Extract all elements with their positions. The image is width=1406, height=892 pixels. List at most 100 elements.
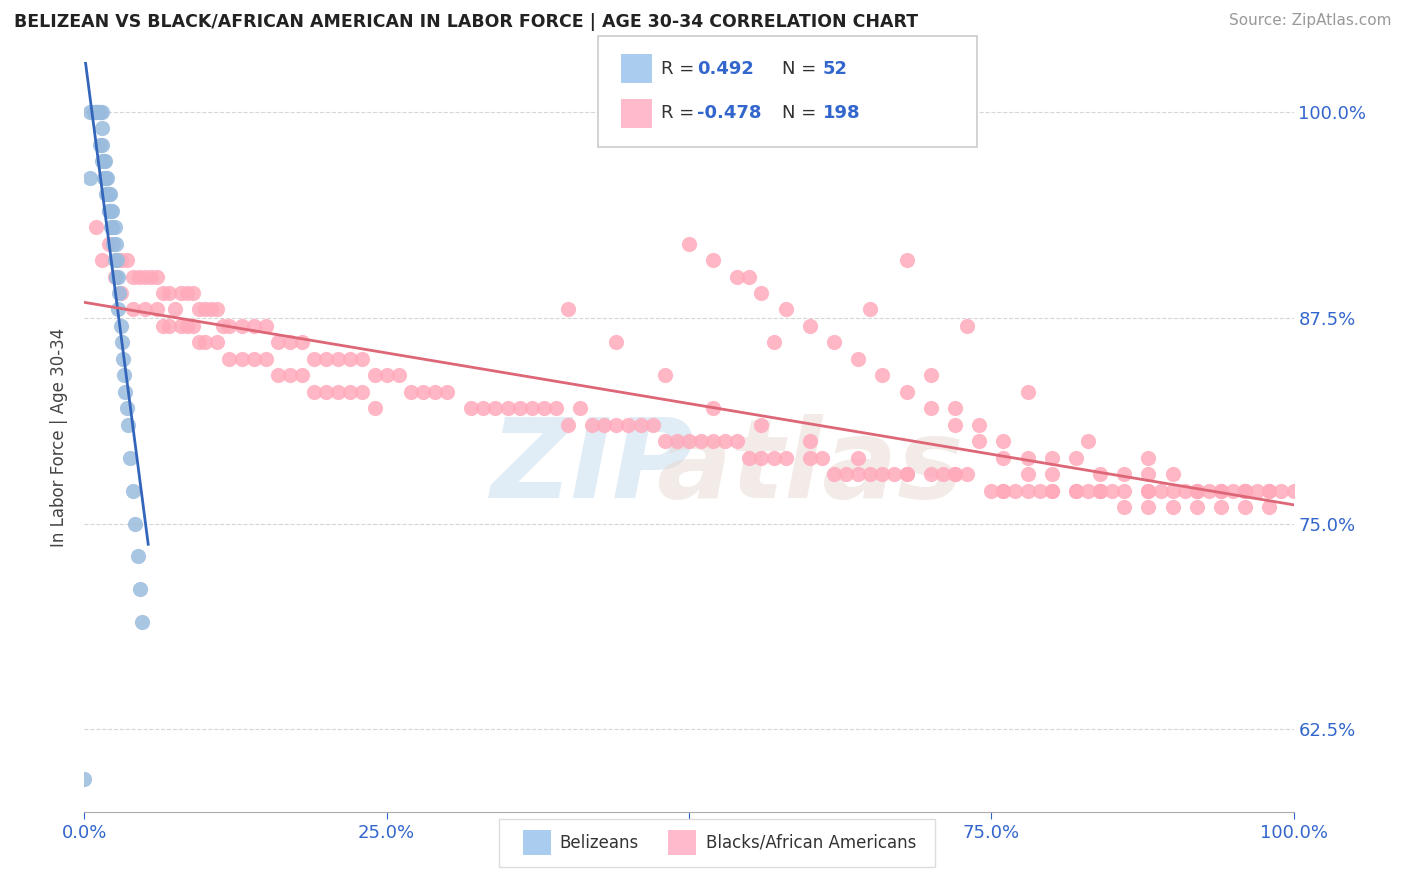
Point: [1017, 467, 1039, 482]
Point: [846, 450, 869, 465]
Point: [105, 253, 128, 268]
Point: [1088, 483, 1111, 498]
Point: [1137, 483, 1160, 498]
Point: [188, 335, 211, 350]
Point: [811, 450, 834, 465]
Point: [859, 467, 882, 482]
Point: [1088, 483, 1111, 498]
Point: [799, 318, 821, 333]
Point: [738, 450, 761, 465]
Point: [104, 269, 127, 284]
Point: [267, 368, 290, 383]
Point: [110, 318, 132, 333]
Point: [278, 368, 301, 383]
Point: [170, 318, 193, 333]
Point: [111, 335, 134, 350]
Point: [702, 434, 724, 449]
Point: [89, 104, 111, 119]
Text: N =: N =: [782, 60, 821, 78]
Text: BELIZEAN VS BLACK/AFRICAN AMERICAN IN LABOR FORCE | AGE 30-34 CORRELATION CHART: BELIZEAN VS BLACK/AFRICAN AMERICAN IN LA…: [14, 13, 918, 31]
Point: [1040, 467, 1063, 482]
Point: [896, 467, 918, 482]
Point: [115, 253, 138, 268]
Point: [1258, 500, 1281, 514]
Point: [799, 434, 821, 449]
Point: [1270, 483, 1292, 498]
Point: [1185, 500, 1208, 514]
Point: [738, 269, 761, 284]
Point: [956, 318, 979, 333]
Point: [1149, 483, 1171, 498]
Point: [176, 318, 198, 333]
Point: [544, 401, 567, 416]
Point: [460, 401, 482, 416]
Point: [104, 236, 127, 251]
Point: [1040, 483, 1063, 498]
Point: [1017, 483, 1039, 498]
Point: [605, 335, 627, 350]
Text: 198: 198: [823, 104, 860, 122]
Point: [943, 467, 966, 482]
Point: [399, 384, 422, 399]
Point: [1077, 434, 1099, 449]
Point: [93, 170, 115, 185]
Point: [702, 253, 724, 268]
Point: [128, 269, 150, 284]
Text: Source: ZipAtlas.com: Source: ZipAtlas.com: [1229, 13, 1392, 29]
Point: [97, 236, 120, 251]
Point: [1137, 500, 1160, 514]
Point: [363, 401, 385, 416]
Point: [630, 417, 652, 432]
Point: [859, 302, 882, 317]
Point: [363, 368, 385, 383]
Point: [242, 318, 264, 333]
Point: [112, 351, 135, 366]
Point: [121, 269, 143, 284]
Text: ZIP: ZIP: [491, 414, 695, 521]
Point: [557, 302, 579, 317]
Point: [1185, 483, 1208, 498]
Point: [967, 417, 990, 432]
Point: [218, 318, 240, 333]
Point: [79, 104, 101, 119]
Point: [872, 467, 894, 482]
Point: [107, 269, 129, 284]
Point: [291, 335, 314, 350]
Point: [943, 401, 966, 416]
Point: [339, 351, 361, 366]
Point: [1222, 483, 1244, 498]
Point: [920, 368, 942, 383]
Point: [1234, 500, 1257, 514]
Point: [593, 417, 616, 432]
Point: [993, 434, 1015, 449]
Point: [134, 302, 156, 317]
Point: [1258, 483, 1281, 498]
Point: [533, 401, 555, 416]
Point: [956, 467, 979, 482]
Point: [1064, 450, 1087, 465]
Point: [1161, 500, 1184, 514]
Point: [1209, 483, 1232, 498]
Point: [883, 467, 905, 482]
Point: [896, 253, 918, 268]
Point: [157, 318, 180, 333]
Point: [702, 401, 724, 416]
Point: [1088, 467, 1111, 482]
Point: [146, 302, 169, 317]
Point: [823, 335, 845, 350]
Point: [775, 450, 797, 465]
Point: [91, 253, 114, 268]
Point: [200, 302, 222, 317]
Point: [181, 318, 204, 333]
Point: [176, 285, 198, 300]
Point: [194, 335, 217, 350]
Point: [496, 401, 519, 416]
Point: [170, 285, 193, 300]
Point: [835, 467, 858, 482]
Point: [1174, 483, 1197, 498]
Point: [110, 253, 132, 268]
Point: [94, 187, 117, 202]
Point: [91, 154, 114, 169]
Text: R =: R =: [661, 60, 700, 78]
Point: [134, 269, 156, 284]
